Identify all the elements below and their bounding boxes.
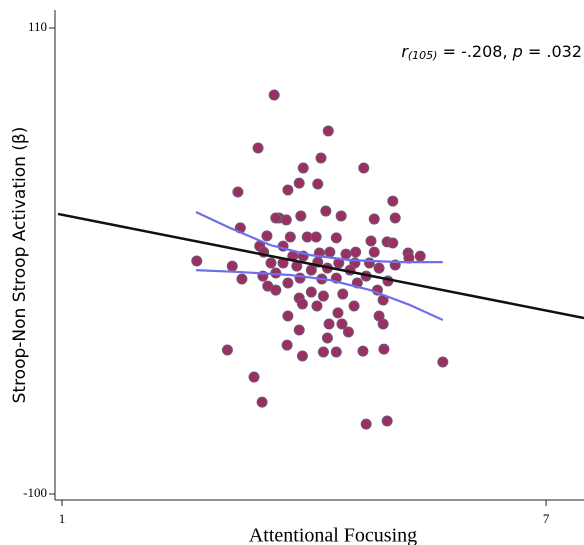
point — [270, 212, 282, 224]
point — [305, 286, 317, 298]
point — [293, 324, 305, 336]
point — [365, 235, 377, 247]
point — [305, 264, 317, 276]
fit-line — [57, 212, 584, 320]
point — [315, 152, 327, 164]
point — [294, 272, 306, 284]
point — [377, 318, 389, 330]
point — [232, 186, 244, 198]
point — [381, 415, 393, 427]
point — [389, 212, 401, 224]
point — [373, 262, 385, 274]
point — [293, 177, 305, 189]
point — [330, 346, 342, 358]
point — [317, 290, 329, 302]
point — [282, 277, 294, 289]
point — [282, 310, 294, 322]
ci-lower — [195, 268, 444, 322]
ci-upper — [195, 210, 443, 264]
point — [310, 231, 322, 243]
point — [387, 195, 399, 207]
point — [342, 326, 354, 338]
point — [281, 339, 293, 351]
point — [297, 162, 309, 174]
point — [368, 213, 380, 225]
point — [357, 345, 369, 357]
point — [270, 284, 282, 296]
y-tick-label: -100 — [23, 485, 47, 500]
point — [284, 231, 296, 243]
point — [256, 396, 268, 408]
point — [322, 125, 334, 137]
point — [337, 288, 349, 300]
point — [317, 346, 329, 358]
x-axis-label: Attentional Focusing — [249, 525, 417, 545]
point — [236, 273, 248, 285]
point — [321, 332, 333, 344]
point — [363, 257, 375, 269]
point — [437, 356, 449, 368]
point — [311, 300, 323, 312]
y-tick-label: 110 — [28, 19, 47, 34]
point — [358, 162, 370, 174]
point — [295, 210, 307, 222]
point — [350, 246, 362, 258]
point — [340, 248, 352, 260]
y-axis-label: Stroop-Non Stroop Activation (β) — [10, 127, 30, 404]
point — [414, 250, 426, 262]
annotation-df: (105) — [408, 49, 438, 62]
point — [261, 230, 273, 242]
annotation: r(105) = -.208, p = .032 — [401, 42, 582, 63]
point — [323, 318, 335, 330]
point — [360, 418, 372, 430]
point — [191, 255, 203, 267]
point — [268, 89, 280, 101]
point — [265, 257, 277, 269]
x-tick-label: 7 — [543, 511, 550, 526]
x-tick-label: 1 — [59, 511, 66, 526]
point — [226, 260, 238, 272]
point — [280, 214, 292, 226]
point — [332, 307, 344, 319]
point — [252, 142, 264, 154]
annotation-r: r — [401, 42, 409, 61]
point — [335, 210, 347, 222]
point — [324, 246, 336, 258]
point — [320, 205, 332, 217]
point — [378, 343, 390, 355]
annotation-p: p — [512, 42, 523, 61]
point — [348, 300, 360, 312]
point — [221, 344, 233, 356]
annotation-p-text: = .032 — [523, 42, 582, 61]
point — [248, 371, 260, 383]
point — [387, 237, 399, 249]
point — [282, 184, 294, 196]
point — [368, 246, 380, 258]
annotation-r-text: = -.208, — [437, 42, 512, 61]
point — [296, 298, 308, 310]
point — [336, 318, 348, 330]
point — [330, 232, 342, 244]
point — [296, 350, 308, 362]
point — [312, 178, 324, 190]
